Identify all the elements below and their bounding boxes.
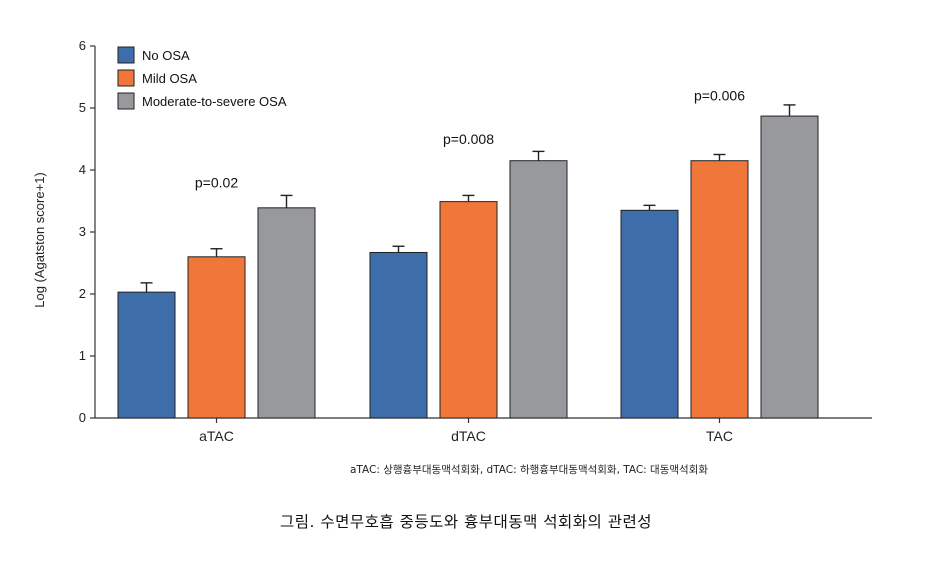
y-tick-label: 4 [79, 162, 86, 177]
y-tick-label: 0 [79, 410, 86, 425]
x-tick-label: dTAC [451, 428, 486, 444]
bar-aTAC-1 [117, 291, 176, 419]
x-axis: aTAC dTAC TAC [95, 417, 872, 444]
p-value-label: p=0.006 [694, 88, 745, 104]
y-tick-label: 3 [79, 224, 86, 239]
x-tick-label: TAC [706, 428, 733, 444]
legend-label: No OSA [142, 48, 190, 63]
bar-TAC-2 [690, 160, 749, 419]
legend: No OSA Mild OSA Moderate-to-severe OSA [117, 46, 287, 110]
figure-caption: 그림. 수면무호흡 중등도와 흉부대동맥 석회화의 관련성 [279, 513, 653, 531]
y-axis: 0 1 2 3 4 5 6 [79, 38, 96, 425]
y-axis-label: Log (Agatston score+1) [32, 172, 47, 308]
bar-aTAC-3 [257, 207, 316, 419]
bar-dTAC-3 [509, 160, 568, 419]
legend-label: Moderate-to-severe OSA [142, 94, 287, 109]
bar-TAC-1 [620, 209, 679, 419]
x-tick-label: aTAC [199, 428, 234, 444]
bar-chart: 0 1 2 3 4 5 6 aTAC dTAC TAC p=0.02 p=0.008 p=0.006… [32, 38, 872, 444]
p-value-label: p=0.02 [195, 174, 238, 190]
y-tick-label: 5 [79, 100, 86, 115]
y-tick-label: 1 [79, 348, 86, 363]
bar-TAC-3 [760, 115, 819, 419]
y-tick-label: 6 [79, 38, 86, 53]
p-value-label: p=0.008 [443, 131, 494, 147]
legend-label: Mild OSA [142, 71, 197, 86]
bar-dTAC-2 [439, 201, 498, 419]
legend-swatch [117, 69, 135, 87]
footnote: aTAC: 상행흉부대동맥석회화, dTAC: 하행흉부대동맥석회화, TAC:… [350, 464, 709, 476]
bar-aTAC-2 [187, 256, 246, 419]
bars [117, 104, 819, 419]
bar-dTAC-1 [369, 251, 428, 419]
legend-swatch [117, 92, 135, 110]
p-value-annotations: p=0.02 p=0.008 p=0.006 [195, 88, 745, 191]
legend-swatch [117, 46, 135, 64]
y-tick-label: 2 [79, 286, 86, 301]
